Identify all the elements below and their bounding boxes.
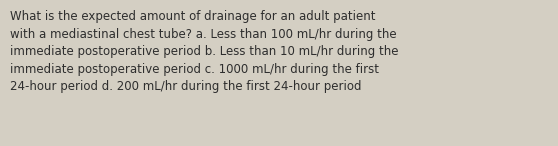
Text: What is the expected amount of drainage for an adult patient
with a mediastinal : What is the expected amount of drainage …	[10, 10, 398, 93]
